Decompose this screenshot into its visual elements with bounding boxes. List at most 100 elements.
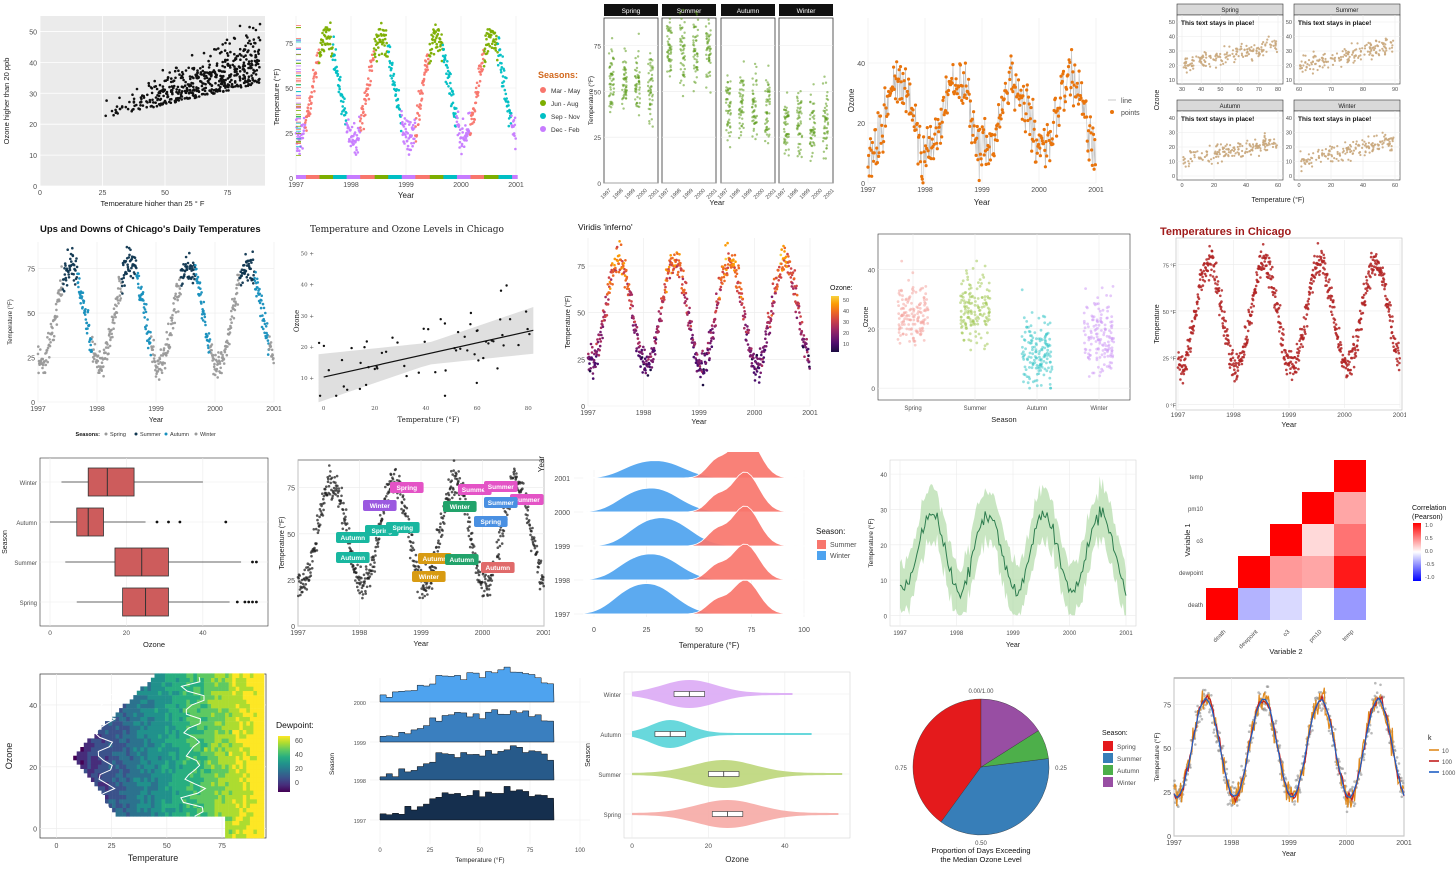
data-point: [331, 58, 335, 62]
data-point: [988, 158, 992, 162]
data-point: [895, 100, 899, 104]
data-point: [414, 125, 417, 128]
data-point: [1317, 148, 1320, 151]
data-point: [1223, 53, 1226, 56]
data-point: [1386, 138, 1389, 141]
data-point: [1305, 159, 1308, 162]
data-point: [505, 76, 508, 80]
data-point: [1328, 153, 1331, 156]
data-point: [742, 60, 745, 63]
data-point: [1347, 158, 1350, 161]
data-point: [624, 97, 628, 100]
data-point: [768, 89, 771, 92]
data-point: [259, 314, 262, 318]
data-point: [595, 342, 598, 346]
data-point: [596, 362, 599, 366]
tick-label: 0: [1289, 174, 1292, 180]
tick-label: 60: [474, 406, 481, 412]
data-point: [908, 82, 912, 86]
data-point: [112, 307, 116, 310]
data-point: [596, 340, 600, 344]
data-point: [243, 68, 246, 72]
data-point: [638, 82, 641, 86]
data-point: [210, 343, 214, 346]
data-point: [192, 85, 195, 89]
data-point: [682, 74, 685, 77]
data-point: [473, 109, 477, 113]
data-point: [724, 101, 728, 104]
data-point: [741, 117, 744, 120]
data-point: [975, 136, 979, 140]
data-point: [693, 57, 696, 61]
data-point: [170, 85, 174, 88]
data-point: [1371, 46, 1374, 50]
data-point: [154, 375, 158, 378]
tick-label: 1999: [624, 188, 637, 201]
data-point: [453, 347, 456, 350]
data-point: [1312, 152, 1315, 155]
data-point: [1330, 147, 1333, 150]
data-point: [708, 53, 711, 57]
data-point: [729, 131, 733, 134]
data-point: [250, 74, 253, 77]
data-point: [666, 40, 670, 43]
data-point: [434, 30, 438, 34]
data-point: [380, 21, 383, 25]
data-point: [1210, 162, 1213, 165]
data-point: [667, 265, 671, 269]
data-point: [785, 112, 789, 115]
data-point: [1370, 144, 1373, 147]
data-point: [682, 49, 685, 52]
data-point: [1225, 53, 1228, 56]
data-point: [784, 140, 787, 144]
data-point: [490, 42, 494, 46]
data-point: [512, 132, 516, 135]
data-point: [680, 268, 683, 271]
tick-label: 2001: [1088, 187, 1104, 194]
data-point: [735, 268, 738, 272]
data-point: [76, 281, 80, 284]
data-point: [634, 56, 637, 60]
data-point: [234, 57, 237, 60]
data-point: [652, 357, 655, 361]
data-point: [174, 311, 178, 314]
data-point: [195, 87, 198, 91]
data-point: [1353, 56, 1356, 59]
data-point: [319, 53, 323, 57]
legend-key: [164, 432, 168, 436]
data-point: [229, 318, 232, 321]
data-point: [614, 266, 617, 270]
data-point: [872, 159, 876, 163]
data-point: [218, 360, 221, 363]
data-point: [398, 108, 401, 111]
data-point: [233, 297, 236, 300]
data-point: [1055, 109, 1059, 113]
data-point: [82, 299, 86, 303]
data-point: [623, 72, 626, 76]
data-point: [167, 322, 170, 326]
data-point: [823, 120, 827, 123]
data-point: [304, 121, 307, 124]
data-point: [1300, 66, 1304, 70]
data-point: [226, 52, 229, 55]
data-point: [648, 98, 651, 101]
data-point: [272, 357, 275, 360]
data-point: [153, 354, 156, 357]
tick-label: 1997: [30, 406, 46, 413]
data-point: [1241, 144, 1244, 148]
data-point: [55, 315, 59, 318]
data-point: [1214, 53, 1218, 56]
data-point: [214, 353, 217, 357]
data-point: [767, 135, 770, 138]
data-point: [338, 87, 341, 91]
data-point: [695, 61, 698, 64]
data-point: [118, 294, 122, 297]
data-point: [1272, 44, 1275, 48]
data-point: [914, 128, 918, 132]
data-point: [662, 296, 666, 299]
data-point: [979, 157, 983, 161]
data-point: [784, 143, 787, 146]
data-point: [263, 331, 266, 335]
data-point: [752, 83, 755, 86]
data-point: [1377, 143, 1380, 147]
